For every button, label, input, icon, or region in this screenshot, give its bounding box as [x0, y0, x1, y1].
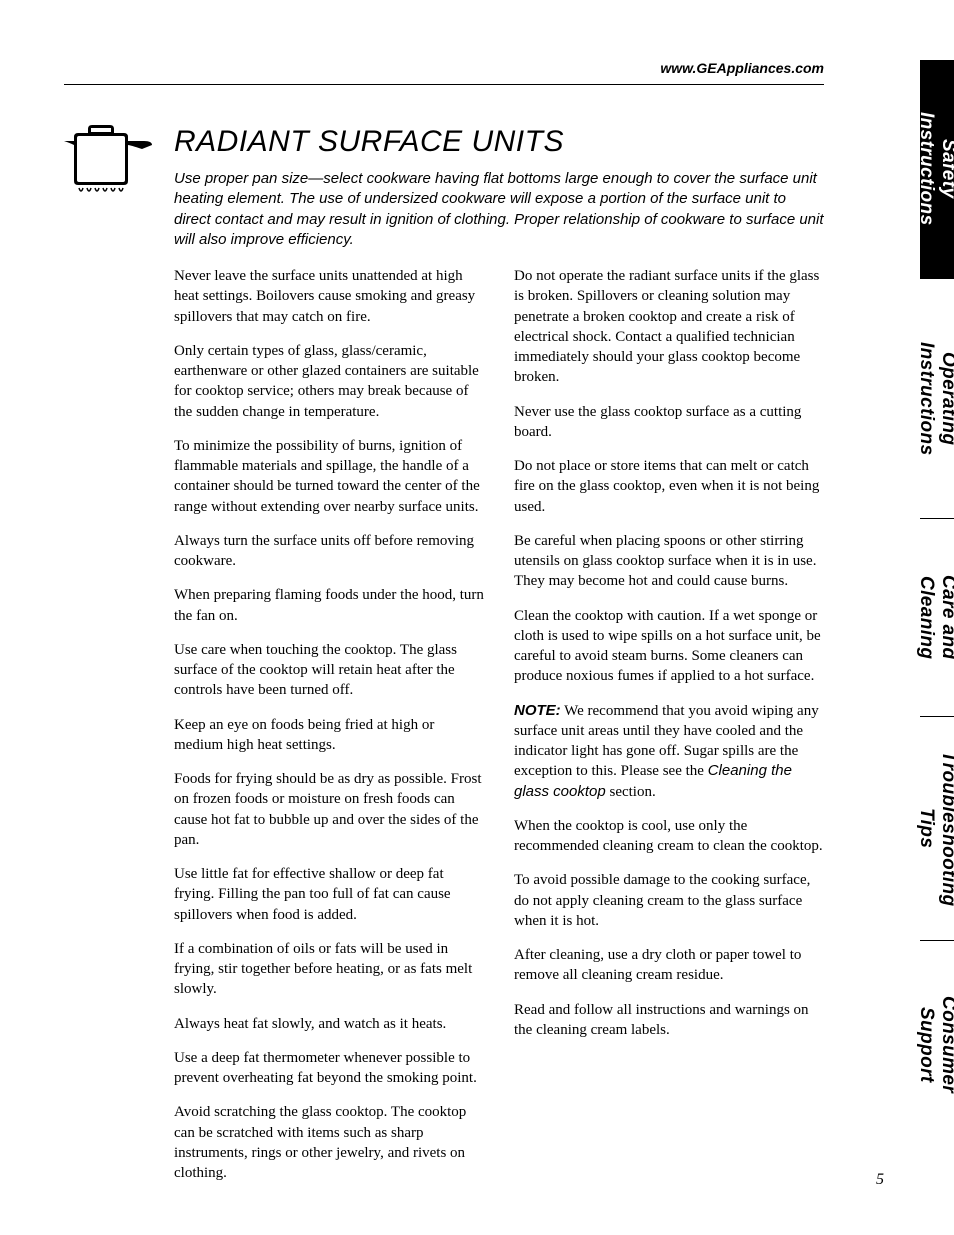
section-title: RADIANT SURFACE UNITS — [174, 125, 824, 159]
body-paragraph: Be careful when placing spoons or other … — [514, 531, 824, 592]
side-tab[interactable]: Consumer Support — [920, 940, 954, 1148]
body-paragraph: If a combination of oils or fats will be… — [174, 939, 484, 1000]
body-paragraph: Read and follow all instructions and war… — [514, 1000, 824, 1041]
side-tabs: Safety InstructionsOperating Instruction… — [920, 60, 954, 1190]
body-paragraph: Foods for frying should be as dry as pos… — [174, 769, 484, 850]
side-tab[interactable]: Troubleshooting Tips — [920, 716, 954, 940]
header-url: www.GEAppliances.com — [64, 60, 824, 76]
page-number: 5 — [876, 1171, 884, 1189]
body-paragraph: After cleaning, use a dry cloth or paper… — [514, 945, 824, 986]
note-label: NOTE: — [514, 702, 561, 719]
note-paragraph: NOTE: We recommend that you avoid wiping… — [514, 701, 824, 802]
body-paragraph: Never use the glass cooktop surface as a… — [514, 402, 824, 443]
body-paragraph: Only certain types of glass, glass/ceram… — [174, 341, 484, 422]
body-paragraph: When the cooktop is cool, use only the r… — [514, 816, 824, 857]
side-tab[interactable]: Care and Cleaning — [920, 518, 954, 716]
side-tab[interactable]: Safety Instructions — [920, 60, 954, 278]
body-paragraph: Use a deep fat thermometer whenever poss… — [174, 1048, 484, 1089]
body-paragraph: Clean the cooktop with caution. If a wet… — [514, 606, 824, 687]
body-paragraph: To minimize the possibility of burns, ig… — [174, 436, 484, 517]
note-text: section. — [606, 784, 656, 800]
body-paragraph: Always heat fat slowly, and watch as it … — [174, 1014, 484, 1034]
body-paragraph: Do not operate the radiant surface units… — [514, 266, 824, 388]
body-paragraph: Never leave the surface units unattended… — [174, 266, 484, 327]
side-tab[interactable]: Operating Instructions — [920, 278, 954, 518]
header-rule — [64, 84, 824, 85]
left-column: Never leave the surface units unattended… — [174, 266, 484, 1197]
body-paragraph: Keep an eye on foods being fried at high… — [174, 715, 484, 756]
body-paragraph: When preparing flaming foods under the h… — [174, 585, 484, 626]
body-paragraph: Use little fat for effective shallow or … — [174, 864, 484, 925]
body-paragraph: To avoid possible damage to the cooking … — [514, 870, 824, 931]
body-paragraph: Avoid scratching the glass cooktop. The … — [174, 1102, 484, 1183]
body-paragraph: Do not place or store items that can mel… — [514, 456, 824, 517]
cookware-icon — [64, 121, 152, 197]
body-paragraph: Use care when touching the cooktop. The … — [174, 640, 484, 701]
section-intro: Use proper pan size—select cookware havi… — [174, 169, 824, 250]
body-paragraph: Always turn the surface units off before… — [174, 531, 484, 572]
right-column: Do not operate the radiant surface units… — [514, 266, 824, 1197]
